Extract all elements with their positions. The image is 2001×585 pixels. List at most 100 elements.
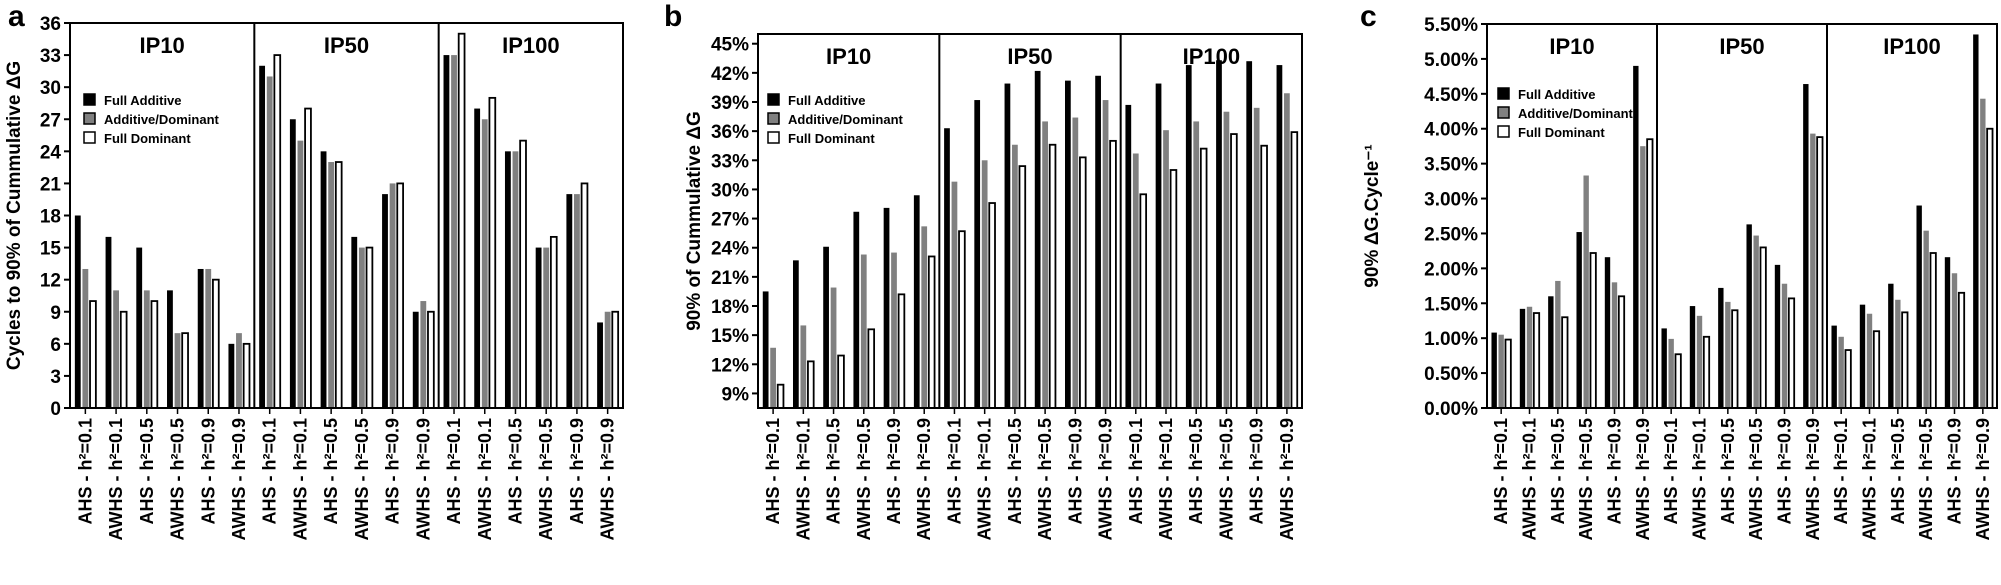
- y-tick-label: 12: [40, 271, 61, 292]
- bar: [543, 247, 550, 408]
- x-tick-label: AHS - h²=0.5: [1548, 418, 1568, 525]
- x-tick-label: AWHS - h²=0.9: [1803, 418, 1823, 541]
- bar: [297, 140, 304, 408]
- x-tick-label: AHS - h²=0.1: [75, 418, 95, 525]
- bar: [273, 54, 282, 409]
- bar: [1491, 332, 1497, 408]
- bar: [951, 181, 958, 408]
- bar: [1781, 283, 1788, 408]
- bar: [1034, 70, 1041, 409]
- y-tick-label: 30: [40, 78, 61, 99]
- bar: [1072, 117, 1079, 409]
- bar: [981, 160, 988, 408]
- y-tick-label: 2.50%: [1424, 224, 1478, 245]
- group-label: IP50: [324, 33, 369, 58]
- legend-swatch: [83, 112, 96, 125]
- x-tick-label: AHS - h²=0.1: [763, 418, 783, 525]
- panel-letter: a: [8, 0, 25, 33]
- x-tick-label: AWHS - h²=0.1: [1860, 418, 1880, 541]
- bar: [1576, 232, 1582, 408]
- bar: [1844, 349, 1852, 409]
- bar: [1980, 98, 1986, 409]
- x-tick-label: AWHS - h²=0.1: [1690, 418, 1710, 541]
- y-tick-label: 21%: [711, 268, 749, 289]
- bar: [89, 300, 97, 409]
- y-tick-label: 15%: [711, 326, 749, 347]
- bar: [776, 383, 785, 409]
- bar: [792, 260, 799, 408]
- bar: [1532, 312, 1541, 409]
- bar: [382, 194, 388, 408]
- x-tick-label: AHS - h²=0.9: [383, 418, 403, 525]
- bar: [1838, 336, 1844, 408]
- bar: [334, 161, 343, 409]
- bar: [762, 291, 769, 408]
- bar: [1125, 104, 1132, 409]
- bar: [1561, 316, 1569, 409]
- legend-label: Additive/Dominant: [104, 112, 220, 127]
- bar: [1042, 121, 1048, 408]
- panel-letter: b: [664, 0, 682, 33]
- bar: [1018, 165, 1027, 409]
- bar: [1646, 138, 1654, 409]
- bar: [1859, 304, 1866, 408]
- y-tick-label: 24%: [711, 239, 749, 260]
- legend-label: Additive/Dominant: [1518, 106, 1634, 121]
- bar: [1759, 246, 1767, 409]
- bar: [883, 207, 890, 408]
- bar: [853, 211, 860, 408]
- bar: [1079, 156, 1087, 409]
- y-tick-label: 21: [40, 174, 62, 195]
- y-tick-label: 36: [40, 14, 61, 35]
- y-tick-label: 4.50%: [1424, 85, 1478, 106]
- bar: [412, 311, 419, 408]
- bar: [351, 236, 358, 408]
- bar: [1230, 133, 1238, 409]
- x-tick-label: AWHS - h²=0.1: [1520, 418, 1540, 541]
- bar: [927, 255, 936, 409]
- bar: [1725, 301, 1731, 408]
- bar: [1640, 146, 1646, 408]
- bar: [259, 65, 266, 409]
- bar: [1548, 296, 1554, 408]
- group-label: IP10: [826, 44, 871, 69]
- bar: [1253, 107, 1260, 408]
- bar: [136, 247, 143, 408]
- bar: [481, 119, 488, 408]
- bar: [519, 139, 527, 409]
- bar: [837, 354, 845, 409]
- bar: [1866, 313, 1873, 408]
- x-tick-label: AHS - h²=0.9: [1605, 418, 1625, 525]
- bar: [860, 254, 867, 408]
- y-tick-label: 33: [40, 46, 61, 67]
- bar: [830, 287, 837, 408]
- bar: [1923, 230, 1929, 408]
- y-axis-title: 90% of Cummulative ΔG: [684, 111, 705, 331]
- bar: [474, 108, 481, 409]
- y-axis-title: 90% ΔG.Cycle⁻¹: [1362, 144, 1383, 287]
- y-tick-label: 18: [40, 207, 61, 228]
- y-tick-label: 6: [50, 335, 61, 356]
- bar: [74, 215, 81, 408]
- x-tick-label: AHS - h²=0.9: [1775, 418, 1795, 525]
- bar: [604, 311, 611, 408]
- x-tick-label: AWHS - h²=0.1: [1156, 418, 1176, 541]
- y-tick-label: 27%: [711, 210, 749, 231]
- bar: [365, 246, 374, 409]
- bar: [1901, 311, 1909, 409]
- y-tick-label: 0: [50, 399, 61, 420]
- bar: [1193, 121, 1200, 408]
- bar: [921, 226, 928, 408]
- legend-label: Additive/Dominant: [788, 112, 904, 127]
- bar: [1132, 153, 1139, 408]
- bar: [1973, 34, 1979, 409]
- bar: [1986, 127, 1994, 409]
- legend-label: Full Dominant: [1518, 125, 1605, 140]
- legend-swatch: [767, 131, 780, 144]
- bar: [1702, 335, 1711, 409]
- x-tick-label: AWHS - h²=0.1: [290, 418, 310, 541]
- bar: [389, 183, 396, 408]
- group-label: IP100: [1183, 44, 1241, 69]
- bar: [1555, 280, 1561, 408]
